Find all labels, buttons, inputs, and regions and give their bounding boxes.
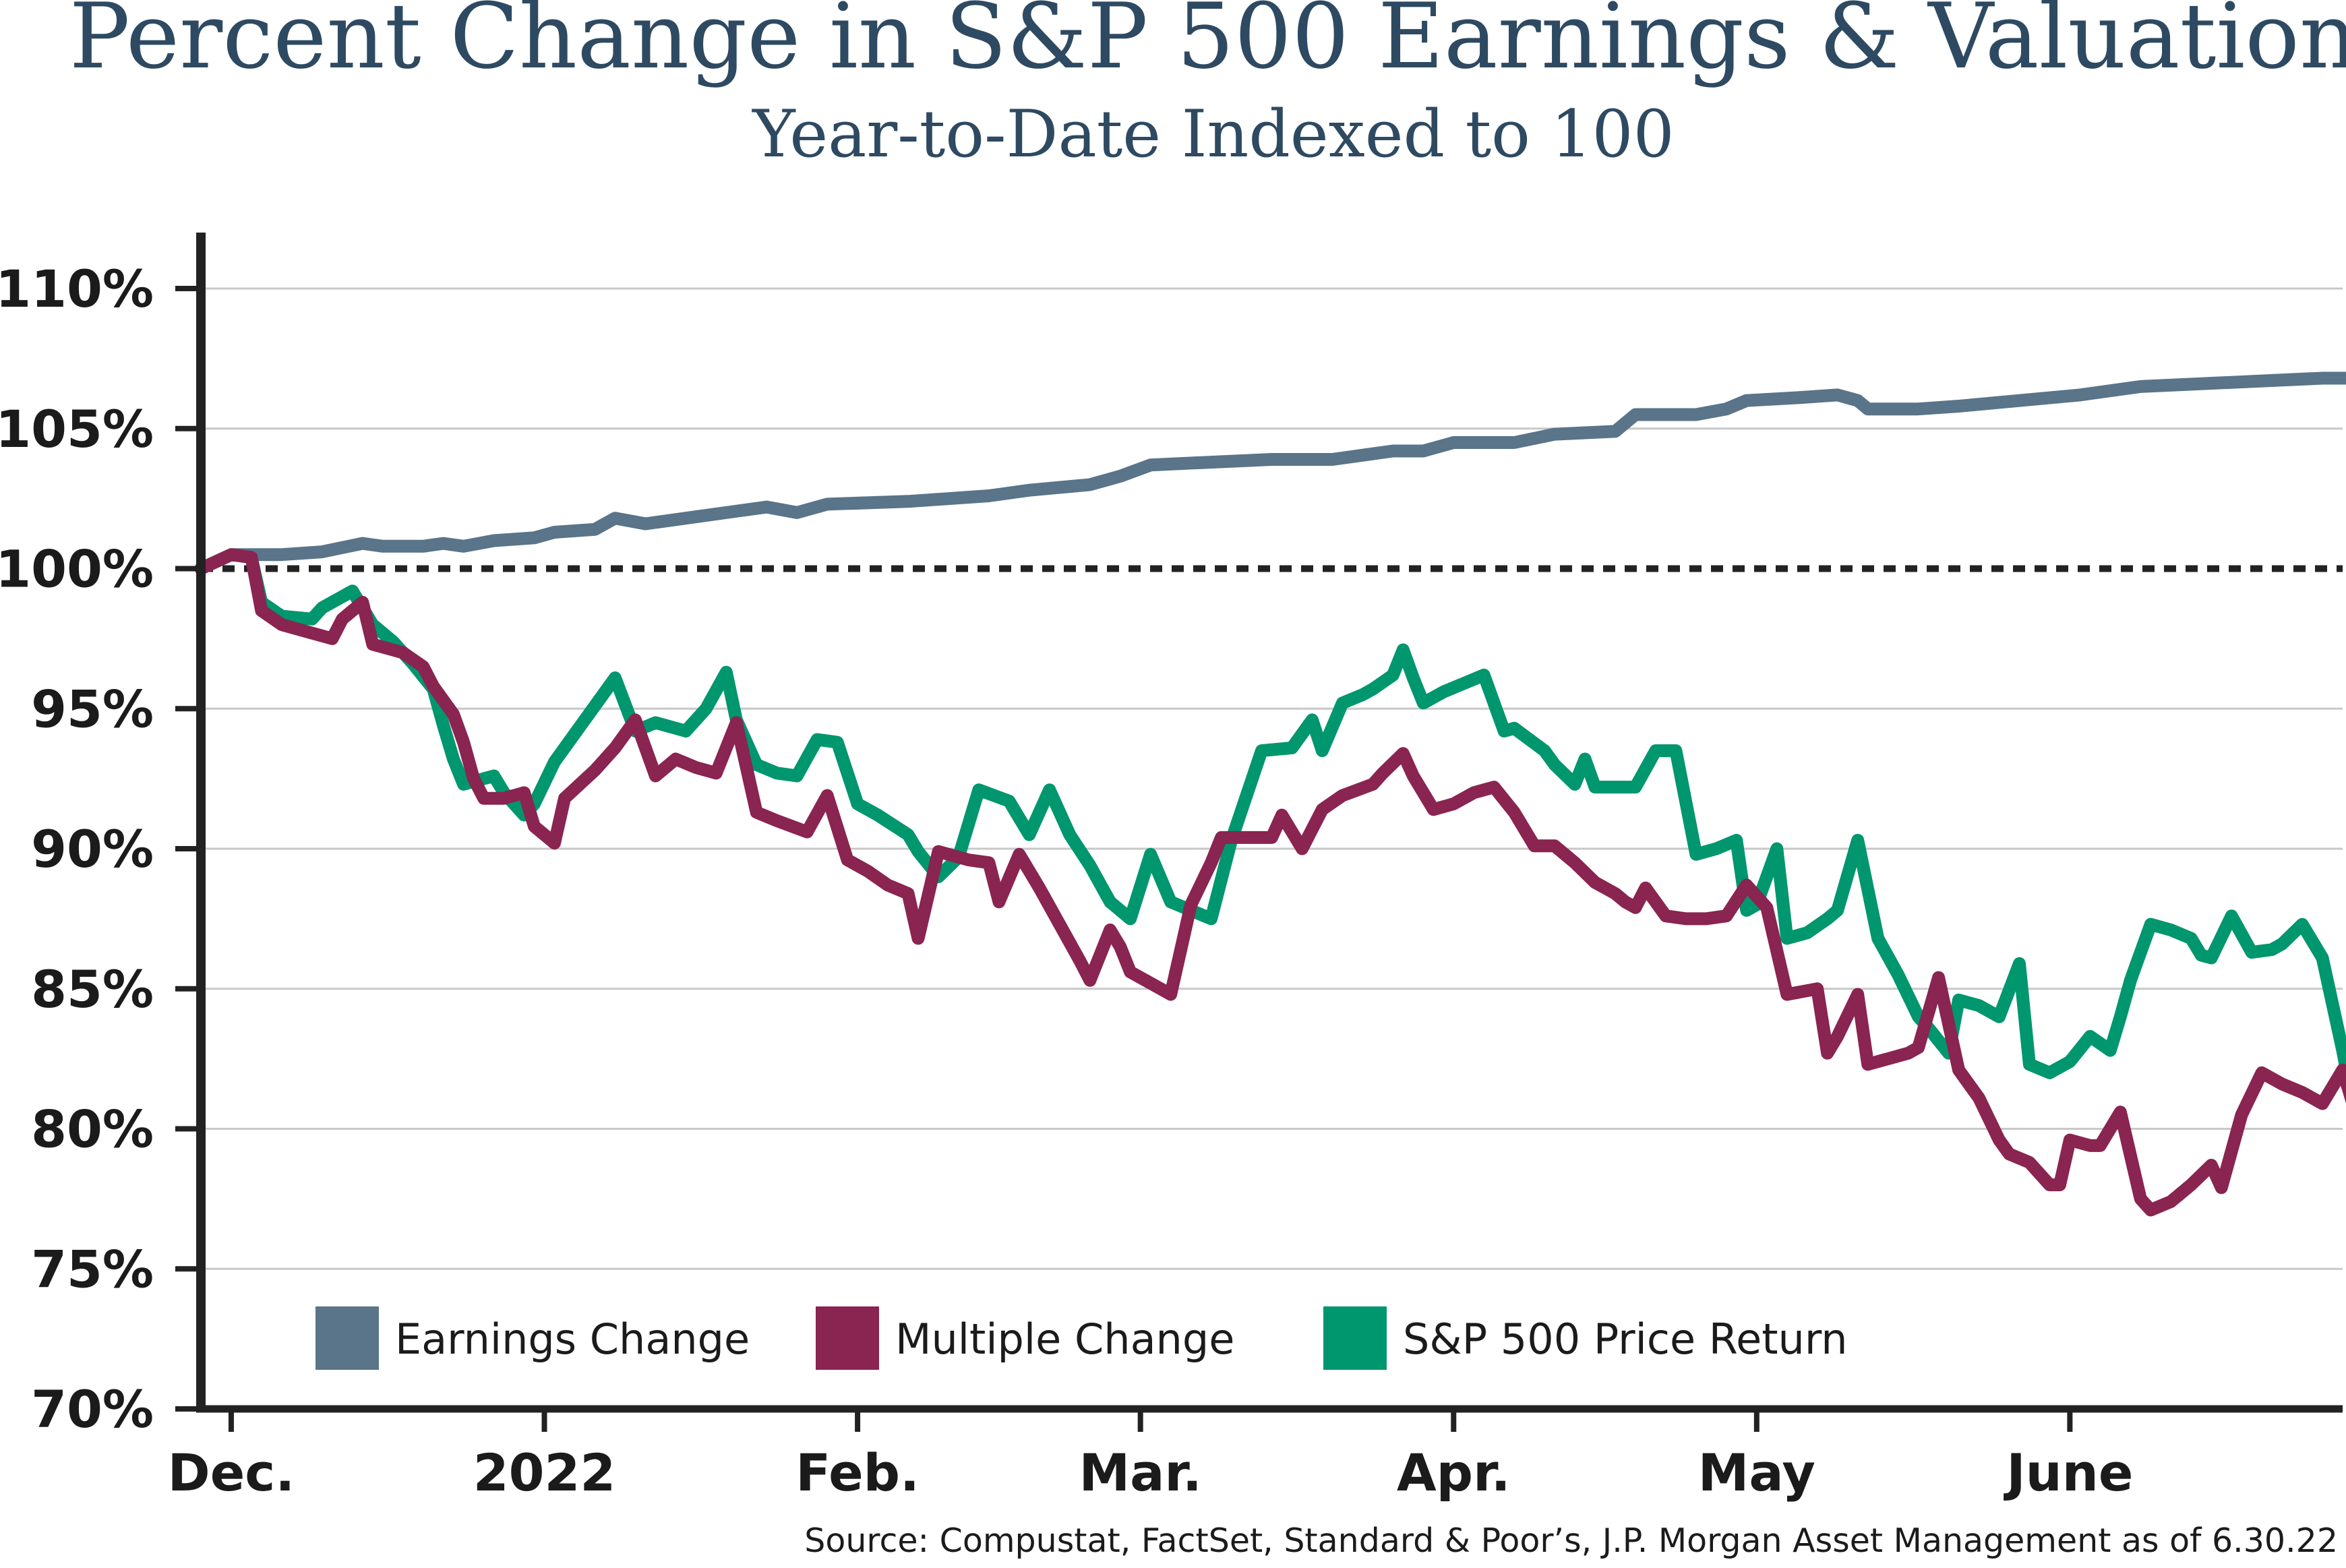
legend-item-price: S&P 500 Price Return [1323,1306,1848,1370]
x-axis-ticks: Dec. 2022 Feb. Mar. Apr. May June [168,1409,2133,1503]
axes [196,233,2343,1413]
legend-label: Earnings Change [395,1315,750,1364]
x-tick-label: 2022 [473,1443,616,1503]
source-note: Source: Compustat, FactSet, Standard & P… [804,1521,2338,1560]
legend-item-earnings: Earnings Change [315,1306,750,1370]
gridlines [201,287,2343,1270]
chart-subtitle: Year-to-Date Indexed to 100 [751,96,1674,172]
y-tick-label: 105% [0,399,154,459]
x-tick-label: Feb. [795,1443,920,1503]
y-tick-label: 95% [31,679,154,739]
legend-swatch [315,1306,379,1370]
chart-title: Percent Change in S&P 500 Earnings & Val… [69,0,2346,89]
y-tick-label: 75% [31,1239,154,1299]
y-tick-label: 100% [0,539,154,599]
series-line-multiple [194,548,2346,1217]
series-lines [194,371,2346,1217]
y-tick-label: 90% [31,819,154,879]
series-line-price [194,548,2346,1103]
legend-label: Multiple Change [895,1315,1234,1364]
x-tick-label: June [2003,1443,2133,1503]
legend-swatch [816,1306,879,1370]
x-tick-label: Mar. [1079,1443,1201,1503]
series-line-earnings [194,371,2346,575]
legend-swatch [1323,1306,1387,1370]
x-tick-label: Dec. [168,1443,295,1503]
legend: Earnings Change Multiple Change S&P 500 Pr… [315,1306,1848,1370]
y-tick-label: 110% [0,259,154,319]
y-axis-ticks: 70% 75% 80% 85% 90% 95% 100% 105% 110% [0,259,201,1439]
y-tick-label: 70% [31,1379,154,1439]
x-tick-label: May [1698,1443,1815,1503]
y-tick-label: 80% [31,1099,154,1159]
legend-label: S&P 500 Price Return [1403,1315,1848,1364]
legend-item-multiple: Multiple Change [816,1306,1234,1370]
x-tick-label: Apr. [1397,1443,1511,1503]
y-tick-label: 85% [31,959,154,1019]
